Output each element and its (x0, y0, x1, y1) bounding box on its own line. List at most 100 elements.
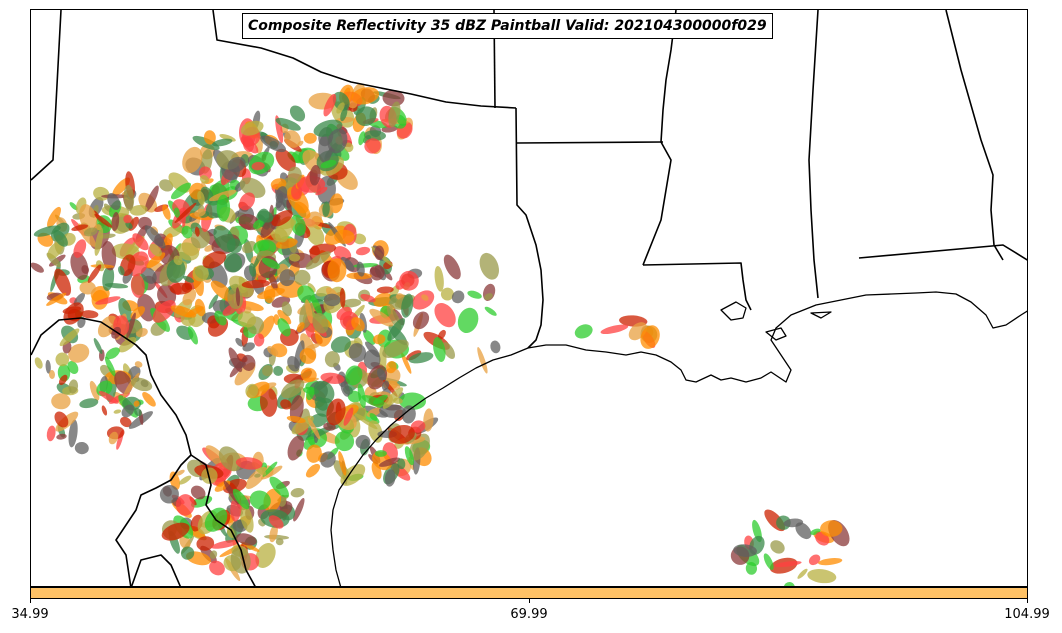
reflectivity-blob (101, 405, 108, 416)
reflectivity-blob (262, 365, 273, 377)
reflectivity-blob (104, 356, 116, 377)
reflectivity-blob (338, 451, 347, 476)
reflectivity-blob (173, 255, 183, 266)
reflectivity-blob (254, 473, 261, 478)
reflectivity-blob (218, 446, 242, 472)
colorbar (30, 587, 1028, 599)
reflectivity-blob (54, 411, 69, 428)
reflectivity-blob (235, 337, 244, 347)
reflectivity-blob (451, 290, 465, 304)
reflectivity-blob (178, 475, 192, 485)
map-panel: Composite Reflectivity 35 dBZ Paintball … (30, 9, 1028, 587)
reflectivity-blob (355, 106, 377, 127)
reflectivity-blob (126, 312, 136, 339)
reflectivity-blob (47, 206, 61, 228)
reflectivity-blob (774, 561, 802, 567)
reflectivity-blob (336, 102, 345, 114)
reflectivity-blob (388, 101, 401, 128)
reflectivity-blob (170, 305, 197, 318)
reflectivity-blob (404, 446, 414, 466)
reflectivity-blob (315, 186, 328, 196)
reflectivity-blob (344, 142, 354, 153)
reflectivity-blob (253, 333, 265, 347)
reflectivity-blob (280, 399, 292, 410)
reflectivity-blob (807, 569, 837, 584)
reflectivity-blob (212, 138, 233, 147)
reflectivity-blob (334, 229, 355, 244)
reflectivity-blob (133, 400, 140, 407)
reflectivity-blob (111, 211, 120, 232)
colorbar-label-max: 104.99 (1004, 607, 1050, 622)
reflectivity-blob (249, 262, 256, 277)
reflectivity-blob (144, 225, 166, 249)
reflectivity-blob (293, 497, 305, 522)
reflectivity-blob (118, 265, 125, 276)
reflectivity-blob (134, 407, 142, 417)
reflectivity-blob (211, 539, 240, 549)
reflectivity-blob (363, 130, 386, 141)
reflectivity-blob (373, 292, 392, 307)
mississippi-river-border (642, 10, 677, 266)
reflectivity-blob (442, 342, 455, 360)
reflectivity-blob (320, 451, 336, 468)
reflectivity-blob (293, 269, 311, 286)
reflectivity-blob (104, 283, 129, 289)
reflectivity-blob (267, 346, 279, 356)
reflectivity-blob (307, 417, 321, 440)
reflectivity-blob (437, 329, 446, 340)
map-canvas (31, 10, 1027, 586)
reflectivity-blob (175, 469, 185, 476)
reflectivity-blob (412, 290, 435, 310)
reflectivity-blob (322, 201, 330, 217)
reflectivity-blob (121, 404, 135, 418)
reflectivity-blob (385, 360, 397, 374)
reflectivity-blob (305, 463, 321, 478)
reflectivity-blob (309, 165, 321, 186)
reflectivity-blob (123, 214, 132, 224)
reflectivity-blob (249, 490, 271, 510)
reflectivity-blob (330, 336, 351, 353)
reflectivity-blob (346, 272, 372, 280)
mexico-state-line-2 (245, 569, 256, 586)
reflectivity-blob (59, 328, 80, 347)
reflectivity-blob (296, 322, 305, 333)
reflectivity-blob (273, 365, 284, 376)
reflectivity-blob (313, 380, 335, 404)
reflectivity-blob (286, 199, 292, 214)
reflectivity-blob (351, 317, 365, 332)
reflectivity-blob (374, 450, 387, 457)
reflectivity-blob (305, 343, 321, 350)
reflectivity-blob (268, 515, 284, 529)
reflectivity-blob (374, 245, 385, 261)
reflectivity-blob (382, 339, 409, 358)
colorbar-label-mid: 69.99 (510, 607, 548, 622)
reflectivity-blob (443, 254, 461, 280)
reflectivity-blob (149, 243, 162, 257)
reflectivity-blob (33, 225, 61, 237)
reflectivity-blob (434, 265, 444, 292)
reflectivity-blob (818, 558, 843, 566)
reflectivity-blob (196, 536, 215, 551)
reflectivity-blob (355, 246, 371, 256)
reflectivity-blob (305, 299, 313, 324)
reflectivity-blob (152, 300, 176, 323)
mississippi-east-border (808, 10, 819, 299)
reflectivity-blob (297, 285, 315, 304)
reflectivity-blob (253, 219, 264, 230)
reflectivity-paintball-layer (31, 83, 850, 586)
reflectivity-blob (166, 258, 186, 283)
reflectivity-blob (73, 239, 87, 258)
reflectivity-blob (162, 204, 171, 220)
reflectivity-blob (129, 205, 148, 216)
reflectivity-blob (410, 420, 426, 433)
reflectivity-blob (105, 347, 120, 360)
reflectivity-blob (408, 352, 434, 364)
reflectivity-blob (808, 554, 821, 566)
reflectivity-blob (421, 294, 429, 301)
reflectivity-blob (46, 425, 56, 442)
reflectivity-blob (194, 208, 206, 217)
reflectivity-blob (300, 367, 317, 382)
reflectivity-blob (113, 409, 122, 414)
reflectivity-blob (275, 538, 284, 546)
reflectivity-blob (259, 387, 278, 417)
